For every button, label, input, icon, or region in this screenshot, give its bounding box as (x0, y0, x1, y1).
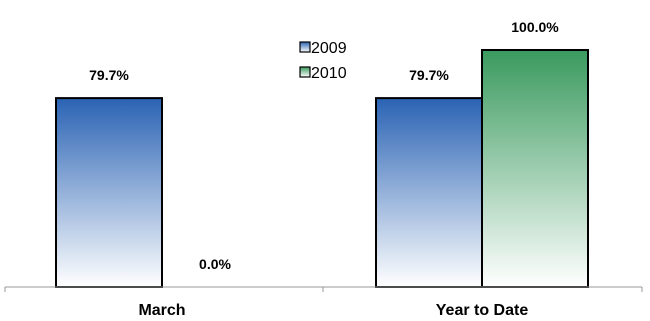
bars-group (55, 49, 589, 289)
legend: 2009 2010 (299, 40, 347, 82)
legend-label-2010: 2010 (311, 65, 347, 82)
value-label-2010-march: 0.0% (199, 256, 231, 272)
legend-swatch-2010 (299, 66, 311, 78)
value-labels-group: 79.7% 0.0% 79.7% 100.0% (89, 19, 559, 272)
legend-swatch-2009 (299, 41, 311, 53)
category-label-march: March (138, 302, 185, 319)
bar-2009-march (55, 97, 163, 289)
value-label-2009-march: 79.7% (89, 67, 129, 83)
value-label-2009-year-to-date: 79.7% (409, 67, 449, 83)
value-label-2010-year-to-date: 100.0% (511, 19, 559, 35)
bar-2010-year-to-date (481, 49, 589, 288)
legend-label-2009: 2009 (311, 40, 347, 57)
category-label-year-to-date: Year to Date (436, 302, 529, 319)
bar-2009-year-to-date (375, 97, 483, 289)
